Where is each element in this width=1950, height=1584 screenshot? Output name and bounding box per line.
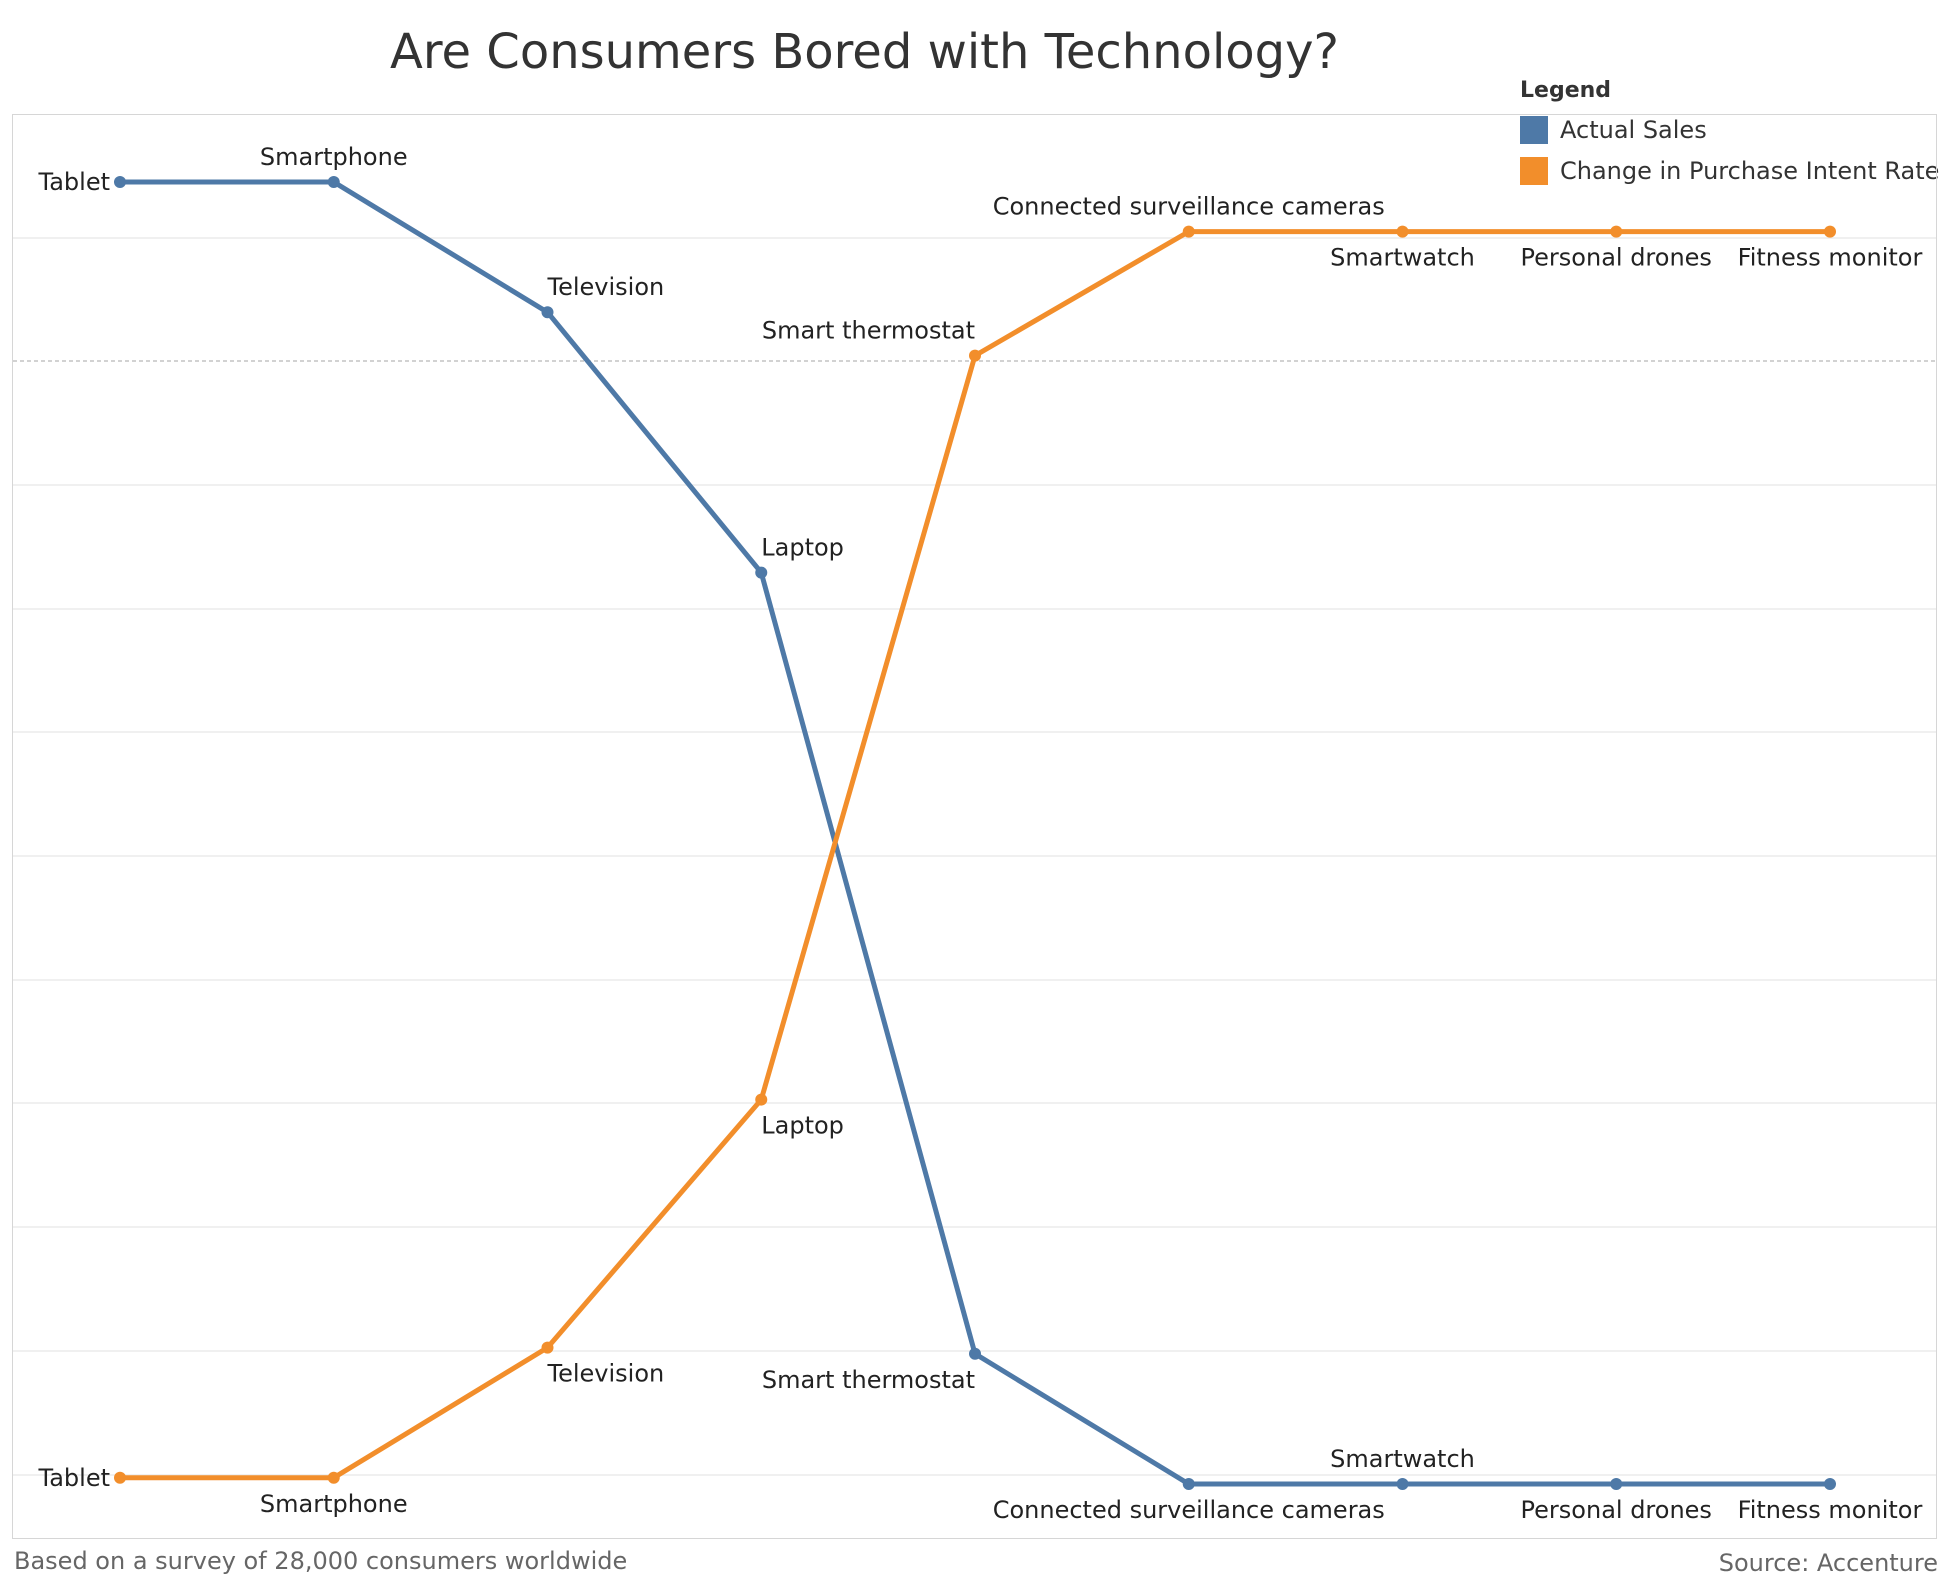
data-point-purchase-intent-smartwatch bbox=[1396, 225, 1409, 238]
chart-title: Are Consumers Bored with Technology? bbox=[390, 24, 1340, 80]
footer-note: Based on a survey of 28,000 consumers wo… bbox=[14, 1547, 628, 1575]
data-label-purchase-intent-fitness-monitor: Fitness monitor bbox=[1738, 244, 1923, 272]
data-label-purchase-intent-personal-drones: Personal drones bbox=[1521, 244, 1712, 272]
data-point-purchase-intent-connected-surveillance-cameras bbox=[1182, 225, 1195, 238]
data-point-purchase-intent-personal-drones bbox=[1610, 225, 1623, 238]
data-label-actual-sales-smart-thermostat: Smart thermostat bbox=[762, 1366, 975, 1394]
data-point-actual-sales-smartphone bbox=[327, 176, 340, 188]
data-label-purchase-intent-television: Television bbox=[547, 1360, 665, 1388]
legend-label-actual-sales: Actual Sales bbox=[1560, 115, 1707, 144]
legend-title: Legend bbox=[1520, 78, 1612, 103]
series-line-purchase-intent bbox=[117, 229, 1833, 1481]
data-label-actual-sales-tablet: Tablet bbox=[38, 168, 110, 196]
legend-swatch-purchase-intent bbox=[1520, 156, 1548, 185]
data-label-actual-sales-television: Television bbox=[547, 273, 665, 301]
data-point-purchase-intent-smart-thermostat bbox=[969, 349, 981, 362]
data-label-actual-sales-fitness-monitor: Fitness monitor bbox=[1738, 1496, 1923, 1524]
data-label-purchase-intent-laptop: Laptop bbox=[761, 1112, 844, 1140]
data-label-purchase-intent-smartwatch: Smartwatch bbox=[1330, 244, 1475, 272]
series-line-actual-sales bbox=[117, 179, 1833, 1487]
data-point-actual-sales-fitness-monitor bbox=[1824, 1478, 1836, 1490]
data-label-purchase-intent-smart-thermostat: Smart thermostat bbox=[762, 317, 975, 345]
data-label-purchase-intent-smartphone: Smartphone bbox=[260, 1490, 408, 1518]
legend-item-actual-sales[interactable]: Actual Sales bbox=[1520, 109, 1939, 150]
data-point-purchase-intent-television bbox=[541, 1341, 554, 1354]
data-point-purchase-intent-fitness-monitor bbox=[1824, 225, 1836, 238]
data-point-actual-sales-television bbox=[541, 306, 554, 319]
data-point-actual-sales-connected-surveillance-cameras bbox=[1182, 1478, 1195, 1490]
data-point-actual-sales-smartwatch bbox=[1396, 1478, 1409, 1490]
legend-label-purchase-intent: Change in Purchase Intent Rate bbox=[1560, 156, 1940, 185]
legend-item-purchase-intent[interactable]: Change in Purchase Intent Rate bbox=[1520, 150, 1939, 191]
data-label-actual-sales-personal-drones: Personal drones bbox=[1521, 1496, 1712, 1524]
data-label-actual-sales-connected-surveillance-cameras: Connected surveillance cameras bbox=[993, 1496, 1385, 1524]
data-point-actual-sales-smart-thermostat bbox=[969, 1347, 981, 1360]
legend-swatch-actual-sales bbox=[1520, 115, 1548, 144]
footer-source: Source: Accenture bbox=[1718, 1549, 1938, 1577]
data-label-actual-sales-laptop: Laptop bbox=[761, 534, 844, 562]
data-point-purchase-intent-smartphone bbox=[327, 1471, 340, 1484]
data-point-actual-sales-tablet bbox=[114, 176, 126, 188]
data-label-purchase-intent-connected-surveillance-cameras: Connected surveillance cameras bbox=[993, 193, 1385, 221]
data-point-actual-sales-laptop bbox=[755, 566, 768, 579]
plot-area bbox=[12, 114, 1937, 1539]
data-label-actual-sales-smartphone: Smartphone bbox=[260, 143, 408, 171]
data-point-purchase-intent-tablet bbox=[114, 1471, 126, 1484]
legend: Legend Actual Sales Change in Purchase I… bbox=[1520, 78, 1939, 191]
data-point-actual-sales-personal-drones bbox=[1610, 1478, 1623, 1490]
data-point-purchase-intent-laptop bbox=[755, 1093, 768, 1106]
data-label-purchase-intent-tablet: Tablet bbox=[38, 1464, 110, 1492]
data-label-actual-sales-smartwatch: Smartwatch bbox=[1330, 1445, 1475, 1473]
